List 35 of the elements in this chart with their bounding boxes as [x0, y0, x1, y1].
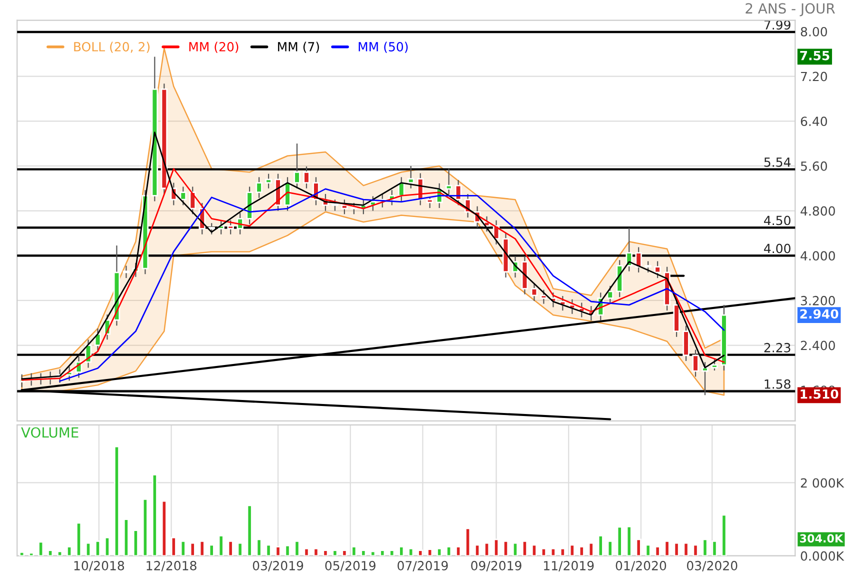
- x-tick-label: 03/2019: [252, 560, 304, 572]
- legend-label: MM (50): [358, 42, 408, 53]
- y-tick-label: 3.200: [800, 296, 835, 306]
- y-tick-label: 8.00: [800, 26, 828, 36]
- chart-title: VOLUME: [21, 427, 78, 438]
- legend-label: MM (20): [189, 42, 238, 53]
- legend-label: MM (7): [278, 42, 319, 53]
- y-tick-label: 4.800: [800, 206, 835, 216]
- y-tick-label: 0.000K: [800, 551, 844, 561]
- y-tick-label: 4.000: [800, 251, 835, 261]
- legend-label: BOLL (20, 2): [74, 42, 150, 53]
- y-tick-label: 2 000K: [800, 478, 844, 488]
- chart-subtitle: 2 ANS - JOUR: [746, 3, 835, 16]
- x-tick-label: 03/2020: [686, 560, 738, 572]
- ref-line-label: 5.54: [764, 158, 791, 167]
- ref-line-label: 4.00: [764, 244, 790, 254]
- x-tick-label: 12/2018: [146, 560, 196, 572]
- x-tick-label: 07/2019: [398, 560, 448, 572]
- text: 304.0K: [800, 534, 844, 543]
- text: 2.940: [800, 309, 838, 319]
- y-tick-label: 7.20: [801, 72, 828, 82]
- ref-line-label: 4.50: [764, 216, 790, 226]
- y-tick-label: 5.60: [800, 161, 828, 171]
- text: 7.55: [800, 51, 830, 60]
- text: 1.510: [800, 389, 838, 399]
- x-tick-label: 11/2019: [544, 560, 594, 572]
- x-tick-label: 05/2019: [325, 560, 376, 572]
- ref-line-label: 7.99: [764, 20, 790, 30]
- ref-line-label: 2.23: [764, 342, 790, 352]
- x-tick-label: 09/2019: [471, 560, 522, 572]
- x-tick-label: 10/2018: [74, 560, 124, 572]
- ref-line-label: 1.58: [764, 379, 790, 389]
- x-tick-label: 01/2020: [616, 560, 666, 572]
- y-tick-label: 6.40: [800, 116, 828, 126]
- y-tick-label: 2.400: [800, 340, 835, 350]
